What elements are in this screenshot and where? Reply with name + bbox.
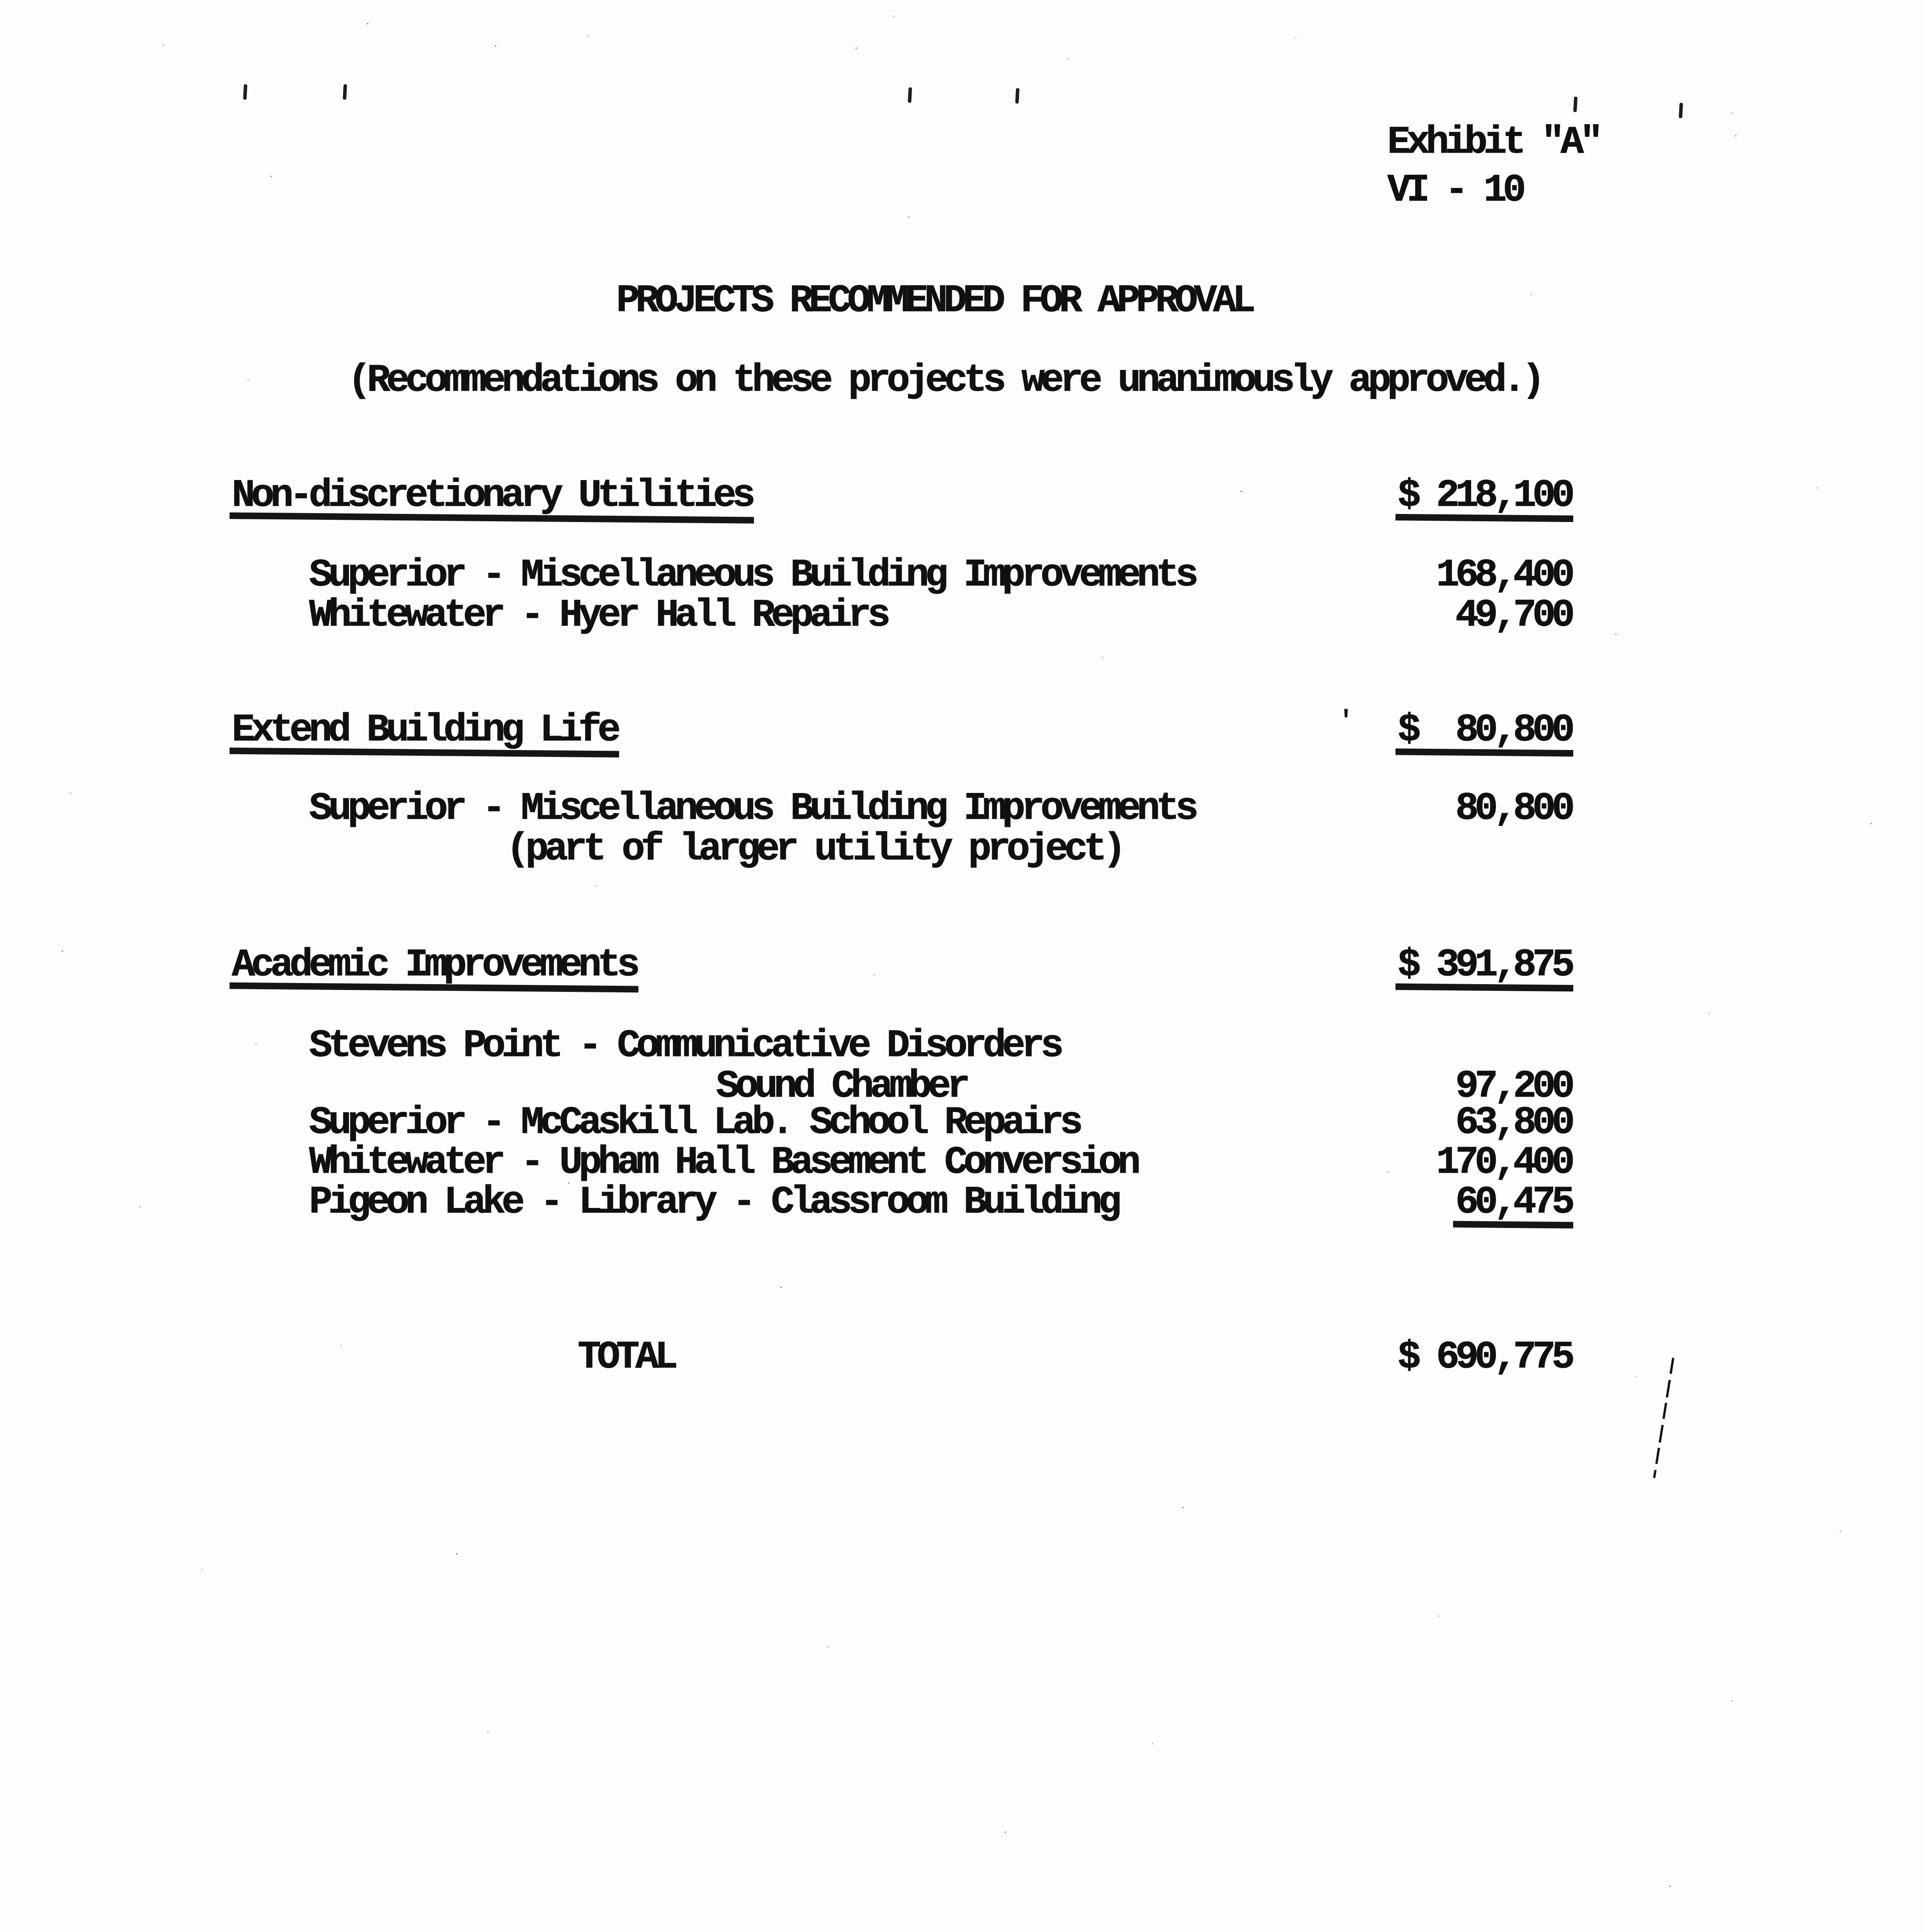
item-label: Superior - McCaskill Lab. School Repairs bbox=[309, 1101, 1083, 1145]
scan-tick-mark bbox=[243, 84, 248, 100]
item-amount: 63,800 bbox=[1455, 1101, 1575, 1145]
section-amount: $ 391,875 bbox=[1397, 944, 1575, 987]
scan-tick-mark bbox=[1678, 102, 1683, 119]
item-label: Superior - Miscellaneous Building Improv… bbox=[309, 787, 1199, 831]
item-label-line2: Sound Chamber bbox=[716, 1065, 970, 1109]
scan-tick-mark bbox=[1015, 88, 1020, 104]
exhibit-label: Exhibit "A" bbox=[1387, 121, 1603, 165]
page-number: VI - 10 bbox=[1387, 169, 1526, 213]
item-note: (part of larger utility project) bbox=[506, 828, 1127, 871]
item-amount: 97,200 bbox=[1455, 1065, 1575, 1109]
scan-noise-layer bbox=[0, 0, 1, 1]
item-label: Pigeon Lake - Library - Classroom Buildi… bbox=[309, 1181, 1122, 1225]
section-amount: $ 218,100 bbox=[1397, 474, 1575, 518]
scan-tick-mark bbox=[342, 84, 347, 100]
item-label: Whitewater - Upham Hall Basement Convers… bbox=[309, 1141, 1141, 1185]
item-label: Stevens Point - Communicative Disorders bbox=[309, 1024, 1064, 1068]
total-amount: $ 690,775 bbox=[1397, 1336, 1575, 1379]
section-heading: Extend Building Life bbox=[231, 709, 621, 752]
scan-tick-mark bbox=[907, 87, 912, 103]
item-amount: 168,400 bbox=[1436, 554, 1575, 597]
stray-apostrophe-mark: ' bbox=[1338, 706, 1355, 737]
item-amount: 49,700 bbox=[1455, 594, 1575, 638]
section-amount: $ 80,800 bbox=[1397, 709, 1575, 752]
document-subtitle: (Recommendations on these projects were … bbox=[347, 359, 1545, 403]
document-title: PROJECTS RECOMMENDED FOR APPROVAL bbox=[616, 279, 1256, 323]
section-heading: Academic Improvements bbox=[231, 944, 640, 987]
item-amount: 170,400 bbox=[1436, 1141, 1575, 1185]
section-heading: Non-discretionary Utilities bbox=[231, 474, 756, 518]
total-label: TOTAL bbox=[577, 1336, 678, 1379]
scan-scratch-mark bbox=[1653, 1357, 1675, 1478]
item-label: Whitewater - Hyer Hall Repairs bbox=[309, 594, 891, 638]
item-amount: 60,475 bbox=[1455, 1181, 1575, 1225]
scan-tick-mark bbox=[1573, 96, 1578, 112]
item-amount: 80,800 bbox=[1455, 787, 1575, 831]
item-label: Superior - Miscellaneous Building Improv… bbox=[309, 554, 1199, 597]
